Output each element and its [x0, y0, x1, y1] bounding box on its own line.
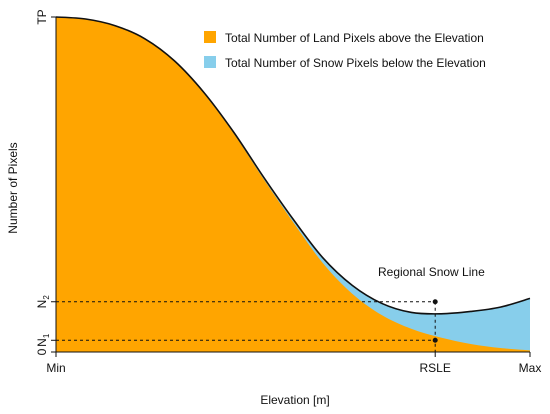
n1-point: [432, 337, 438, 343]
x-tick-label-min: Min: [46, 361, 65, 375]
x-tick-label-rsle: RSLE: [420, 361, 451, 375]
legend-swatch-land: [204, 31, 216, 43]
land-area: [56, 17, 530, 352]
n1-subscript: 1: [42, 333, 51, 338]
regional-snow-line-annotation: Regional Snow Line: [378, 265, 485, 279]
legend-label-land: Total Number of Land Pixels above the El…: [225, 31, 484, 45]
legend-label-snow: Total Number of Snow Pixels below the El…: [225, 56, 486, 70]
y-tick-label-tp: TP: [35, 9, 49, 24]
n2-point: [432, 299, 438, 305]
y-tick-label-n2: N2: [35, 295, 51, 309]
x-tick-label-max: Max: [519, 361, 542, 375]
n2-letter: N: [35, 300, 49, 309]
legend-swatch-snow: [204, 56, 216, 68]
n2-subscript: 2: [42, 295, 51, 300]
n1-letter: N: [35, 338, 49, 347]
x-axis-title: Elevation [m]: [260, 393, 329, 407]
legend: Total Number of Land Pixels above the El…: [204, 31, 486, 70]
y-tick-label-zero: 0: [35, 348, 49, 355]
y-axis-title: Number of Pixels: [6, 142, 20, 233]
y-tick-label-n1: N1: [35, 333, 51, 347]
total-line: [55, 16, 531, 315]
